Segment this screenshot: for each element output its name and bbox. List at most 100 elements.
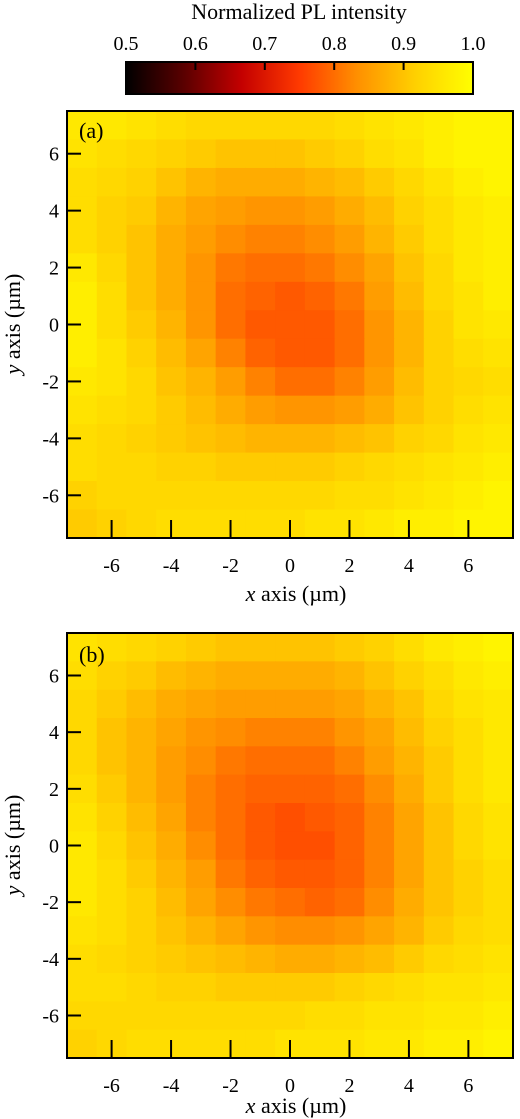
heatmap-cell [156, 774, 187, 804]
heatmap-cell [423, 689, 455, 719]
heatmap-cell [453, 111, 484, 141]
heatmap-cell [364, 633, 395, 662]
heatmap-cell [275, 281, 306, 311]
heatmap-cell [96, 367, 128, 397]
heatmap-cell [215, 746, 246, 776]
heatmap-cell [334, 944, 365, 974]
heatmap-cell [96, 310, 128, 340]
heatmap-cell [423, 746, 455, 776]
colorbar-gradient [125, 61, 474, 95]
heatmap-cell [334, 111, 365, 141]
heatmap-cell [364, 774, 395, 804]
heatmap-cell [453, 661, 484, 691]
heatmap-cell [126, 1029, 157, 1059]
heatmap-cell [423, 224, 455, 254]
heatmap-cell [394, 944, 425, 974]
heatmap-cell [394, 1001, 425, 1031]
heatmap-cell [483, 167, 514, 197]
heatmap-cell [67, 452, 98, 482]
heatmap-cell [156, 139, 187, 169]
heatmap-cell [423, 196, 455, 226]
heatmap-cell [394, 167, 425, 197]
heatmap-cell [245, 944, 276, 974]
heatmap-cell [156, 481, 187, 511]
y-tick-label: 4 [49, 722, 59, 744]
heatmap-cell [215, 481, 246, 511]
heatmap-cell [67, 338, 98, 368]
heatmap-cell [245, 661, 276, 691]
heatmap-cell [483, 281, 514, 311]
heatmap-cell [185, 944, 217, 974]
heatmap-cell [215, 633, 246, 662]
heatmap-cell [215, 859, 246, 889]
heatmap-cell [185, 338, 217, 368]
heatmap-cell [483, 310, 514, 340]
heatmap-cell [67, 746, 98, 776]
heatmap-cell [275, 424, 306, 454]
heatmap-cell [304, 746, 336, 776]
heatmap-cell [364, 167, 395, 197]
heatmap-cell [453, 689, 484, 719]
heatmap-cell [96, 224, 128, 254]
heatmap-cell [304, 831, 336, 861]
heatmap-cell [423, 1029, 455, 1059]
heatmap-cell [423, 338, 455, 368]
heatmap-cell [483, 916, 514, 946]
heatmap-cell [96, 281, 128, 311]
heatmap-cell [483, 253, 514, 283]
heatmap-cell [156, 281, 187, 311]
heatmap-cell [126, 944, 157, 974]
x-tick-label: -6 [103, 555, 120, 577]
heatmap-cell [185, 224, 217, 254]
heatmap-cell [96, 831, 128, 861]
heatmap-cell [245, 224, 276, 254]
heatmap-cell [126, 281, 157, 311]
heatmap-cell [185, 253, 217, 283]
heatmap-cell [126, 509, 157, 539]
heatmap-cell [215, 424, 246, 454]
heatmap-cell [185, 774, 217, 804]
heatmap-cell [275, 253, 306, 283]
heatmap-cell [96, 481, 128, 511]
heatmap-cell [364, 424, 395, 454]
heatmap-cell [126, 395, 157, 425]
heatmap-cell [215, 224, 246, 254]
heatmap-cell [245, 1029, 276, 1059]
heatmap-cell [96, 973, 128, 1002]
heatmap-cell [394, 481, 425, 511]
y-tick-label: 0 [49, 315, 59, 337]
y-tick-label: -2 [42, 892, 59, 914]
heatmap-cell [394, 859, 425, 889]
heatmap-cell [245, 481, 276, 511]
heatmap-cell [364, 452, 395, 482]
heatmap-cell [483, 395, 514, 425]
heatmap-cell [156, 424, 187, 454]
y-tick-label: 6 [49, 144, 59, 166]
heatmap-cell [483, 746, 514, 776]
heatmap-cell [185, 859, 217, 889]
x-tick-label: 2 [344, 1075, 354, 1097]
heatmap-cell [394, 973, 425, 1002]
heatmap-cell [304, 224, 336, 254]
heatmap-cell [185, 481, 217, 511]
heatmap-cell [394, 196, 425, 226]
heatmap-cell [453, 224, 484, 254]
heatmap-cell [275, 944, 306, 974]
x-axis-label-b: x axis (µm) [245, 1093, 347, 1118]
heatmap-cell [275, 395, 306, 425]
heatmap-cell [364, 803, 395, 832]
heatmap-cell [304, 310, 336, 340]
heatmap-cell [423, 139, 455, 169]
heatmap-cell [423, 481, 455, 511]
heatmap-cell [245, 167, 276, 197]
heatmap-cell [185, 139, 217, 169]
heatmap-cell [334, 689, 365, 719]
heatmap-cell [156, 746, 187, 776]
heatmap-cell [275, 224, 306, 254]
heatmap-cell [275, 831, 306, 861]
heatmap-cell [156, 111, 187, 141]
heatmap-cell [334, 803, 365, 832]
heatmap-cell [126, 859, 157, 889]
heatmap-cell [304, 633, 336, 662]
heatmap-cell [215, 452, 246, 482]
